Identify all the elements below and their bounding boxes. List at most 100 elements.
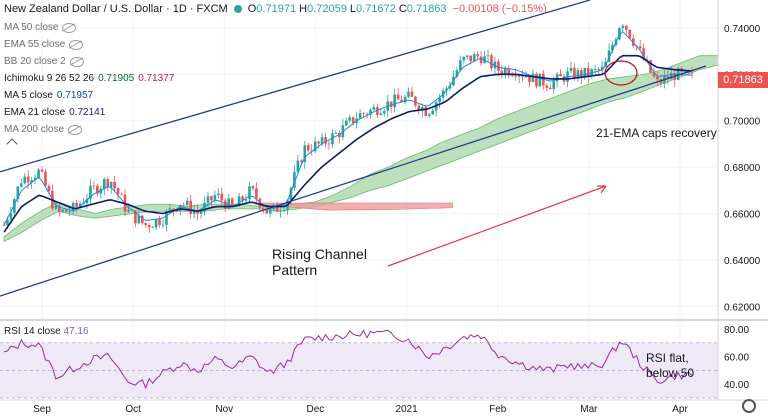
candle-body: [666, 76, 670, 80]
rsi-value: 47.16: [63, 326, 89, 337]
ichimoku-value-1: 0.71905: [98, 73, 135, 84]
candle-body: [493, 61, 497, 69]
candle-body: [33, 177, 37, 181]
candle-body: [217, 193, 220, 196]
rsi-legend[interactable]: RSI 14 close 47.16: [4, 326, 89, 337]
change-value: −0.00108 (−0.15%): [452, 3, 547, 15]
candle-body: [555, 73, 559, 82]
candle-body: [604, 61, 607, 67]
symbol-title[interactable]: New Zealand Dollar / U.S. Dollar · 1D · …: [4, 3, 228, 15]
candle-body: [538, 73, 542, 87]
candle-body: [497, 61, 500, 71]
indicator-ma200[interactable]: MA 200 close: [4, 124, 83, 135]
eye-hidden-icon[interactable]: [69, 39, 84, 50]
candle-body: [417, 105, 421, 111]
indicator-label: BB 20 close 2: [4, 56, 66, 67]
rsi-tick-label: 40.00: [724, 380, 749, 391]
channel-lower-line: [0, 65, 707, 297]
price-tick-label: 0.70000: [724, 117, 761, 128]
candle-body: [255, 188, 258, 199]
candle-body: [54, 205, 58, 209]
annotation-rsi-line1[interactable]: RSI flat,: [646, 351, 689, 365]
candle-body: [106, 179, 110, 187]
candle-body: [306, 145, 310, 151]
candle-body: [597, 69, 600, 71]
indicator-ma5[interactable]: MA 5 close 0.71957: [4, 90, 93, 101]
time-tick-label: Nov: [215, 404, 233, 415]
candle-body: [400, 99, 403, 103]
candle-body: [472, 54, 476, 62]
annotation-rsi-line2[interactable]: below 50: [646, 366, 695, 380]
candle-body: [372, 107, 376, 110]
candle-body: [324, 137, 327, 144]
time-tick-label: 2021: [395, 404, 418, 415]
annotation-channel-line1[interactable]: Rising Channel: [272, 246, 367, 262]
indicator-ema21[interactable]: EMA 21 close 0.72141: [4, 107, 105, 118]
candle-body: [348, 117, 352, 121]
ema21-line: [3, 54, 693, 233]
candle-body: [213, 195, 217, 201]
price-tick-label: 0.68000: [724, 163, 761, 174]
eye-hidden-icon[interactable]: [68, 124, 83, 135]
candle-body: [244, 199, 248, 201]
candle-body: [289, 187, 293, 201]
annotation-ema-caps[interactable]: 21-EMA caps recovery: [596, 126, 717, 140]
candle-body: [230, 198, 234, 206]
candle-body: [85, 199, 89, 204]
candle-body: [465, 55, 469, 57]
candle-body: [44, 171, 47, 186]
candle-body: [531, 73, 535, 83]
candle-body: [227, 198, 231, 209]
indicator-label: MA 200 close: [4, 124, 65, 135]
settings-gear-icon[interactable]: [742, 399, 756, 413]
candle-body: [26, 176, 30, 183]
candle-body: [479, 56, 483, 64]
candle-body: [206, 196, 210, 203]
indicator-label: MA 5 close: [4, 90, 53, 101]
candle-body: [638, 46, 642, 49]
candle-body: [573, 67, 576, 79]
candle-body: [158, 219, 161, 225]
candle-body: [421, 106, 424, 111]
candle-body: [559, 73, 562, 77]
indicator-ichimoku[interactable]: Ichimoku 9 26 52 26 0.71905 0.71377: [4, 73, 174, 84]
candle-body: [89, 185, 92, 200]
time-tick-label: Apr: [672, 404, 688, 415]
candle-body: [279, 210, 282, 212]
annotation-channel-line2[interactable]: Pattern: [272, 262, 318, 278]
last-price-tag: 0.71863: [718, 72, 768, 88]
candle-body: [407, 91, 410, 97]
candle-body: [151, 227, 154, 229]
eye-hidden-icon[interactable]: [62, 22, 77, 33]
candle-body: [134, 210, 137, 224]
candle-body: [455, 70, 459, 77]
candle-body: [168, 208, 172, 212]
rsi-label: RSI 14 close: [4, 326, 61, 337]
candle-body: [427, 114, 431, 116]
candle-body: [376, 107, 379, 115]
candle-body: [37, 169, 40, 178]
low-value: 0.71672: [356, 3, 396, 15]
trend-arrow-line: [387, 185, 607, 267]
ohlc-readout: O0.71971 H0.72059 L0.71672 C0.71863: [247, 3, 447, 15]
candle-body: [293, 171, 296, 188]
candle-body: [199, 211, 203, 214]
eye-hidden-icon[interactable]: [69, 56, 84, 67]
indicator-ma50[interactable]: MA 50 close: [4, 22, 77, 33]
rsi-tick-label: 60.00: [724, 353, 749, 364]
candle-body: [618, 28, 621, 40]
candle-body: [528, 76, 531, 83]
candle-body: [189, 200, 192, 214]
candle-body: [16, 186, 20, 200]
indicator-label: EMA 55 close: [4, 39, 66, 50]
candle-body: [334, 132, 338, 134]
channel-upper-line: [0, 0, 591, 173]
candle-body: [9, 212, 13, 220]
candle-body: [656, 76, 659, 80]
indicator-ema55[interactable]: EMA 55 close: [4, 39, 84, 50]
indicator-label: EMA 21 close: [4, 107, 66, 118]
indicator-bb20[interactable]: BB 20 close 2: [4, 56, 84, 67]
price-tick-label: 0.62000: [724, 302, 761, 313]
candle-body: [486, 55, 490, 57]
candle-body: [78, 203, 82, 207]
